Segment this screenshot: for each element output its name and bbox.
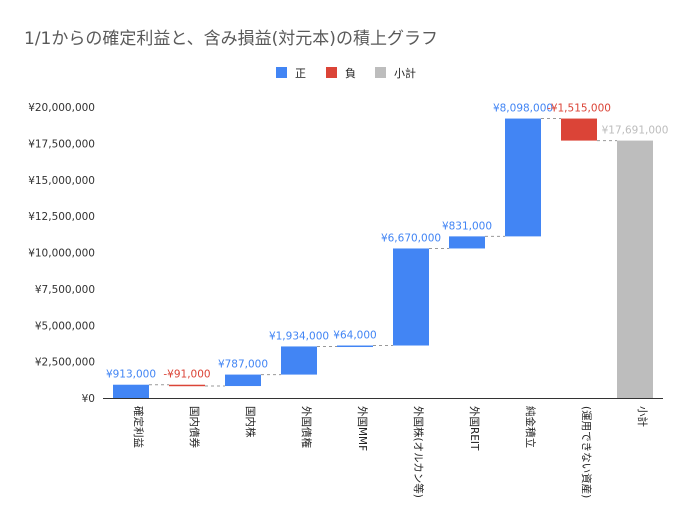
legend-swatch-2 [375,67,386,78]
category-label-3: 国内株 [244,406,257,438]
category-label-10: 小計 [636,406,649,427]
bar-1[interactable] [113,384,149,398]
data-label-3: ¥787,000 [218,359,268,371]
category-label-6: 外国株(オルカン等) [412,406,425,498]
data-label-8: ¥8,098,000 [493,103,553,115]
y-tick-label: ¥5,000,000 [35,320,95,332]
bar-8[interactable] [505,118,541,237]
bar-2[interactable] [169,384,205,387]
chart-title: 1/1からの確定利益と、含み損益(対元本)の積上グラフ [24,29,438,49]
bar-6[interactable] [393,248,429,346]
y-tick-label: ¥0 [82,393,95,405]
y-tick-label: ¥15,000,000 [28,175,95,187]
bar-4[interactable] [281,346,317,375]
y-tick-label: ¥12,500,000 [28,211,95,223]
bar-3[interactable] [225,374,261,387]
category-label-9: (運用できない資産) [580,406,593,498]
data-label-2: -¥91,000 [163,369,210,381]
category-label-5: 外国MMF [356,406,368,451]
category-label-8: 純金積立 [524,406,537,448]
legend-label-1: 負 [345,67,356,80]
category-label-4: 外国債権 [300,406,313,448]
data-label-7: ¥831,000 [442,220,492,232]
data-label-9: -¥1,515,000 [547,103,611,115]
category-label-1: 確定利益 [132,406,145,448]
data-label-6: ¥6,670,000 [381,232,441,244]
category-label-2: 国内債券 [188,406,201,448]
data-label-1: ¥913,000 [106,369,156,381]
bar-5[interactable] [337,345,373,348]
y-tick-label: ¥10,000,000 [28,248,95,260]
legend-label-2: 小計 [394,66,416,80]
legend-swatch-0 [276,67,287,78]
y-tick-label: ¥2,500,000 [35,357,95,369]
legend-swatch-1 [326,67,337,78]
legend-label-0: 正 [295,67,306,80]
data-label-5: ¥64,000 [333,330,376,342]
y-tick-label: ¥20,000,000 [28,102,95,114]
category-label-7: 外国REIT [468,406,480,451]
y-tick-label: ¥7,500,000 [35,284,95,296]
bar-10[interactable] [617,140,653,398]
bar-9[interactable] [561,118,597,141]
data-label-4: ¥1,934,000 [269,330,329,342]
data-label-10: ¥17,691,000 [602,125,669,137]
y-tick-label: ¥17,500,000 [28,138,95,150]
bar-7[interactable] [449,236,485,249]
